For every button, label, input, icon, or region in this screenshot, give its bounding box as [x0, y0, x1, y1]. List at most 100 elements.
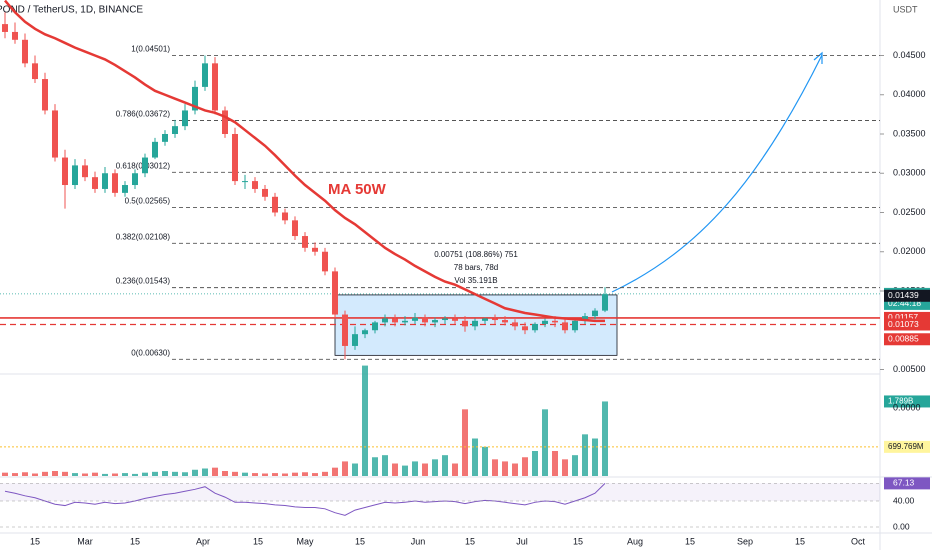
volume-bar: [482, 446, 488, 476]
rsi-label-bg: [884, 477, 930, 490]
x-tick-label: 15: [253, 536, 263, 546]
candle-body: [122, 185, 128, 193]
volume-bar: [32, 473, 38, 476]
volume-bar: [2, 472, 8, 476]
volume-bar: [22, 472, 28, 476]
volume-bar: [82, 473, 88, 476]
candle-body: [262, 188, 268, 197]
volume-bar: [412, 461, 418, 476]
x-tick-label: May: [296, 536, 314, 546]
countdown: 02:44:18: [888, 298, 921, 308]
x-tick-label: 15: [685, 536, 695, 546]
candle-body: [432, 320, 438, 323]
candle-body: [372, 322, 378, 331]
volume-bar: [392, 463, 398, 476]
volume-bar: [212, 467, 218, 476]
candle-body: [2, 24, 8, 32]
volume-bar: [502, 461, 508, 476]
y-tick-label: 0.00500: [893, 364, 926, 374]
y-tick-label: 0.02500: [893, 207, 926, 217]
volume-bar: [562, 459, 568, 476]
measure-text: Vol 35.191B: [454, 276, 497, 285]
candle-body: [352, 334, 358, 346]
price-label: 0.01157: [888, 312, 918, 322]
ma-line: [4, 0, 605, 323]
price-label-bg: [884, 318, 930, 331]
volume-bar: [12, 473, 18, 476]
fib-label: 0.236(0.01543): [116, 277, 171, 286]
volume-bar: [402, 465, 408, 476]
volume-bar: [492, 459, 498, 476]
candle-body: [592, 310, 598, 317]
volume-axis-label: 0.0000: [893, 402, 921, 412]
volume-bar: [572, 455, 578, 476]
volume-bar: [422, 463, 428, 476]
volume-bar: [462, 409, 468, 476]
measure-text: 78 bars, 78d: [454, 263, 498, 272]
y-tick-label: 0.04500: [893, 50, 926, 60]
volume-bar: [62, 471, 68, 476]
arrow-head: [813, 51, 823, 64]
candle-body: [42, 79, 48, 111]
x-tick-label: 15: [130, 536, 140, 546]
volume-label: 699.769M: [888, 442, 924, 451]
candle-body: [562, 322, 568, 331]
volume-bar: [312, 473, 318, 476]
volume-bar: [182, 472, 188, 476]
volume-bar: [332, 467, 338, 476]
candle-body: [282, 212, 288, 221]
candle-body: [222, 110, 228, 134]
fib-label: 0(0.00630): [131, 348, 170, 357]
y-tick-label: 0.03500: [893, 128, 926, 138]
fib-label: 0.786(0.03672): [116, 110, 171, 119]
fib-label: 0.382(0.02108): [116, 232, 171, 241]
volume-bar: [222, 471, 228, 476]
candle-body: [332, 271, 338, 315]
rsi-label: 67.13: [893, 478, 915, 488]
candle-body: [102, 173, 108, 189]
x-tick-label: 15: [573, 536, 583, 546]
volume-bar: [122, 473, 128, 476]
candle-body: [442, 318, 448, 321]
fib-label: 0.5(0.02565): [125, 196, 171, 205]
candle-body: [422, 317, 428, 323]
price-label: 0.01439: [888, 290, 919, 300]
candle-body: [322, 251, 328, 272]
volume-bar: [252, 473, 258, 476]
x-tick-label: Mar: [77, 536, 93, 546]
candle-body: [452, 318, 458, 321]
candle-body: [342, 314, 348, 346]
volume-label-bg: [884, 395, 930, 408]
volume-bar: [602, 401, 608, 476]
candle-body: [552, 320, 558, 323]
y-tick-label: 0.04000: [893, 89, 926, 99]
projection-arrow: [611, 54, 823, 293]
candle-body: [132, 173, 138, 186]
candle-body: [582, 316, 588, 321]
volume-bar: [202, 468, 208, 476]
candle-body: [12, 31, 18, 40]
candle-body: [182, 110, 188, 127]
candle-body: [72, 165, 78, 186]
volume-label: 1.789B: [888, 397, 913, 406]
volume-bar: [472, 438, 478, 476]
volume-bar: [102, 473, 108, 476]
volume-bar: [232, 471, 238, 476]
volume-bar: [432, 459, 438, 476]
candle-body: [312, 247, 318, 252]
volume-bar: [582, 434, 588, 476]
volume-bar: [522, 457, 528, 476]
price-label: 0.00885: [888, 334, 919, 344]
volume-bar: [142, 472, 148, 476]
rsi-band: [0, 483, 880, 502]
candle-body: [202, 63, 208, 87]
volume-bar: [112, 473, 118, 476]
volume-bar: [72, 473, 78, 476]
price-label: 0.01073: [888, 319, 919, 329]
volume-bar: [272, 473, 278, 476]
volume-bar: [512, 463, 518, 476]
candle-body: [252, 181, 258, 189]
candle-body: [402, 320, 408, 323]
volume-bar: [292, 472, 298, 476]
candle-body: [522, 326, 528, 331]
